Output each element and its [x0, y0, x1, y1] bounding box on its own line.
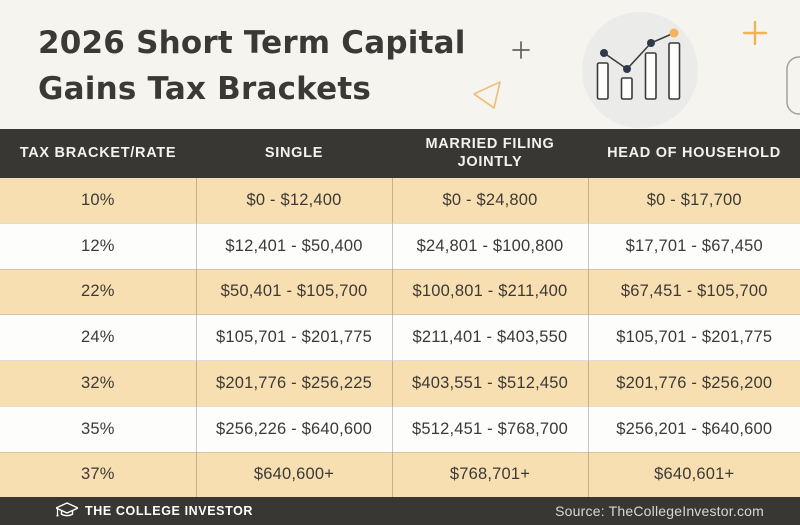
brand-logo: THE COLLEGE INVESTOR: [56, 502, 253, 520]
cell-married: $0 - $24,800: [391, 177, 588, 224]
rounded-rect-icon: [786, 56, 800, 115]
column-header-single: SINGLE: [196, 129, 392, 178]
graduation-cap-icon: [56, 502, 78, 517]
footer-bar: THE COLLEGE INVESTOR Source: TheCollegeI…: [0, 497, 800, 525]
cell-married: $768,701+: [391, 451, 588, 497]
cell-single: $256,226 - $640,600: [195, 405, 392, 453]
hero-header: 2026 Short Term Capital Gains Tax Bracke…: [0, 0, 800, 129]
table-row: 22% $50,401 - $105,700 $100,801 - $211,4…: [0, 268, 800, 315]
cell-head-of-household: $640,601+: [587, 451, 800, 497]
cell-rate: 35%: [0, 405, 196, 453]
table-row: 10% $0 - $12,400 $0 - $24,800 $0 - $17,7…: [0, 177, 800, 224]
cell-married: $403,551 - $512,450: [391, 360, 588, 407]
cell-single: $50,401 - $105,700: [195, 268, 392, 315]
title-line-2: Gains Tax Brackets: [38, 71, 372, 107]
cell-head-of-household: $201,776 - $256,200: [587, 360, 800, 407]
triangle-outline-icon: [473, 81, 501, 109]
cell-rate: 22%: [0, 268, 196, 315]
brand-name: THE COLLEGE INVESTOR: [85, 504, 254, 518]
tax-brackets-table: TAX BRACKET/RATE SINGLE MARRIED FILING J…: [0, 129, 800, 497]
cell-married: $512,451 - $768,700: [391, 405, 588, 453]
table-row: 37% $640,600+ $768,701+ $640,601+: [0, 451, 800, 497]
title-line-1: 2026 Short Term Capital: [38, 25, 466, 61]
cell-head-of-household: $256,201 - $640,600: [587, 405, 800, 453]
table-row: 35% $256,226 - $640,600 $512,451 - $768,…: [0, 405, 800, 453]
column-header-married: MARRIED FILING JOINTLY: [392, 129, 588, 178]
cell-single: $105,701 - $201,775: [195, 314, 392, 361]
cell-rate: 10%: [0, 177, 196, 224]
page-title: 2026 Short Term Capital Gains Tax Bracke…: [38, 20, 466, 112]
cell-married: $100,801 - $211,400: [391, 268, 588, 315]
table-row: 12% $12,401 - $50,400 $24,801 - $100,800…: [0, 222, 800, 270]
cell-single: $201,776 - $256,225: [195, 360, 392, 407]
table-row: 24% $105,701 - $201,775 $211,401 - $403,…: [0, 314, 800, 361]
hero-decorations: [473, 12, 800, 128]
cell-rate: 12%: [0, 222, 196, 270]
table-row: 32% $201,776 - $256,225 $403,551 - $512,…: [0, 360, 800, 407]
cell-rate: 32%: [0, 360, 196, 407]
cell-married: $211,401 - $403,550: [391, 314, 588, 361]
plus-icon-gray: [512, 41, 530, 59]
cell-married: $24,801 - $100,800: [391, 222, 588, 270]
column-header-rate: TAX BRACKET/RATE: [0, 129, 196, 178]
cell-rate: 37%: [0, 451, 196, 497]
cell-single: $0 - $12,400: [195, 177, 392, 224]
cell-head-of-household: $0 - $17,700: [587, 177, 800, 224]
column-header-head-of-household: HEAD OF HOUSEHOLD: [588, 129, 800, 178]
cell-single: $12,401 - $50,400: [195, 222, 392, 270]
cell-head-of-household: $17,701 - $67,450: [587, 222, 800, 270]
cell-single: $640,600+: [195, 451, 392, 497]
plus-icon-orange: [742, 20, 768, 46]
cell-rate: 24%: [0, 314, 196, 361]
cell-head-of-household: $67,451 - $105,700: [587, 268, 800, 315]
cell-head-of-household: $105,701 - $201,775: [587, 314, 800, 361]
bar-chart-icon: [582, 12, 698, 128]
table-header-row: TAX BRACKET/RATE SINGLE MARRIED FILING J…: [0, 129, 800, 178]
source-text: Source: TheCollegeInvestor.com: [555, 503, 764, 519]
